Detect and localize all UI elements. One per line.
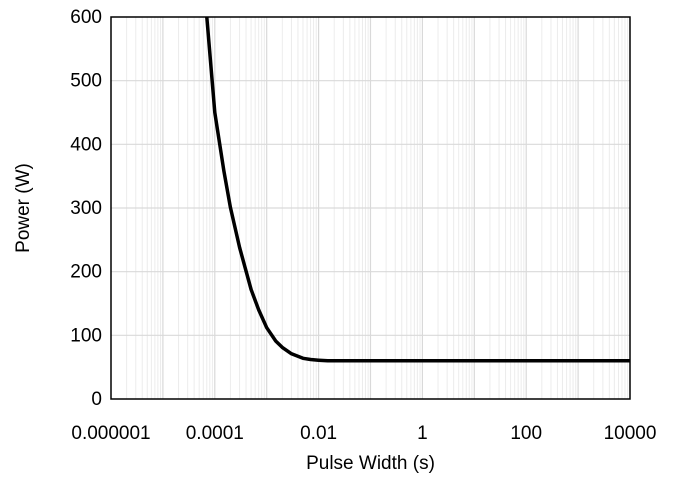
y-tick-label: 400 (70, 134, 102, 155)
y-tick-label: 600 (70, 7, 102, 28)
y-tick-label: 300 (70, 198, 102, 219)
major-gridlines (111, 17, 630, 399)
y-axis-title: Power (W) (13, 163, 34, 253)
series-line (205, 16, 630, 363)
x-tick-label: 1 (417, 423, 428, 444)
x-tick-label: 0.000001 (71, 423, 150, 444)
y-tick-label: 500 (70, 71, 102, 92)
x-tick-labels: 0.000001 0.0001 0.01 1 100 10000 (71, 423, 656, 444)
x-tick-label: 10000 (604, 423, 657, 444)
y-tick-label: 100 (70, 325, 102, 346)
series-group (205, 16, 630, 363)
y-tick-labels: 0 100 200 300 400 500 600 (70, 7, 102, 410)
y-tick-label: 0 (91, 389, 102, 410)
x-tick-label: 0.0001 (186, 423, 244, 444)
x-tick-label: 0.01 (300, 423, 337, 444)
plot-frame (110, 16, 631, 400)
x-tick-label: 100 (510, 423, 542, 444)
x-axis-title: Pulse Width (s) (306, 453, 435, 474)
y-tick-label: 200 (70, 262, 102, 283)
